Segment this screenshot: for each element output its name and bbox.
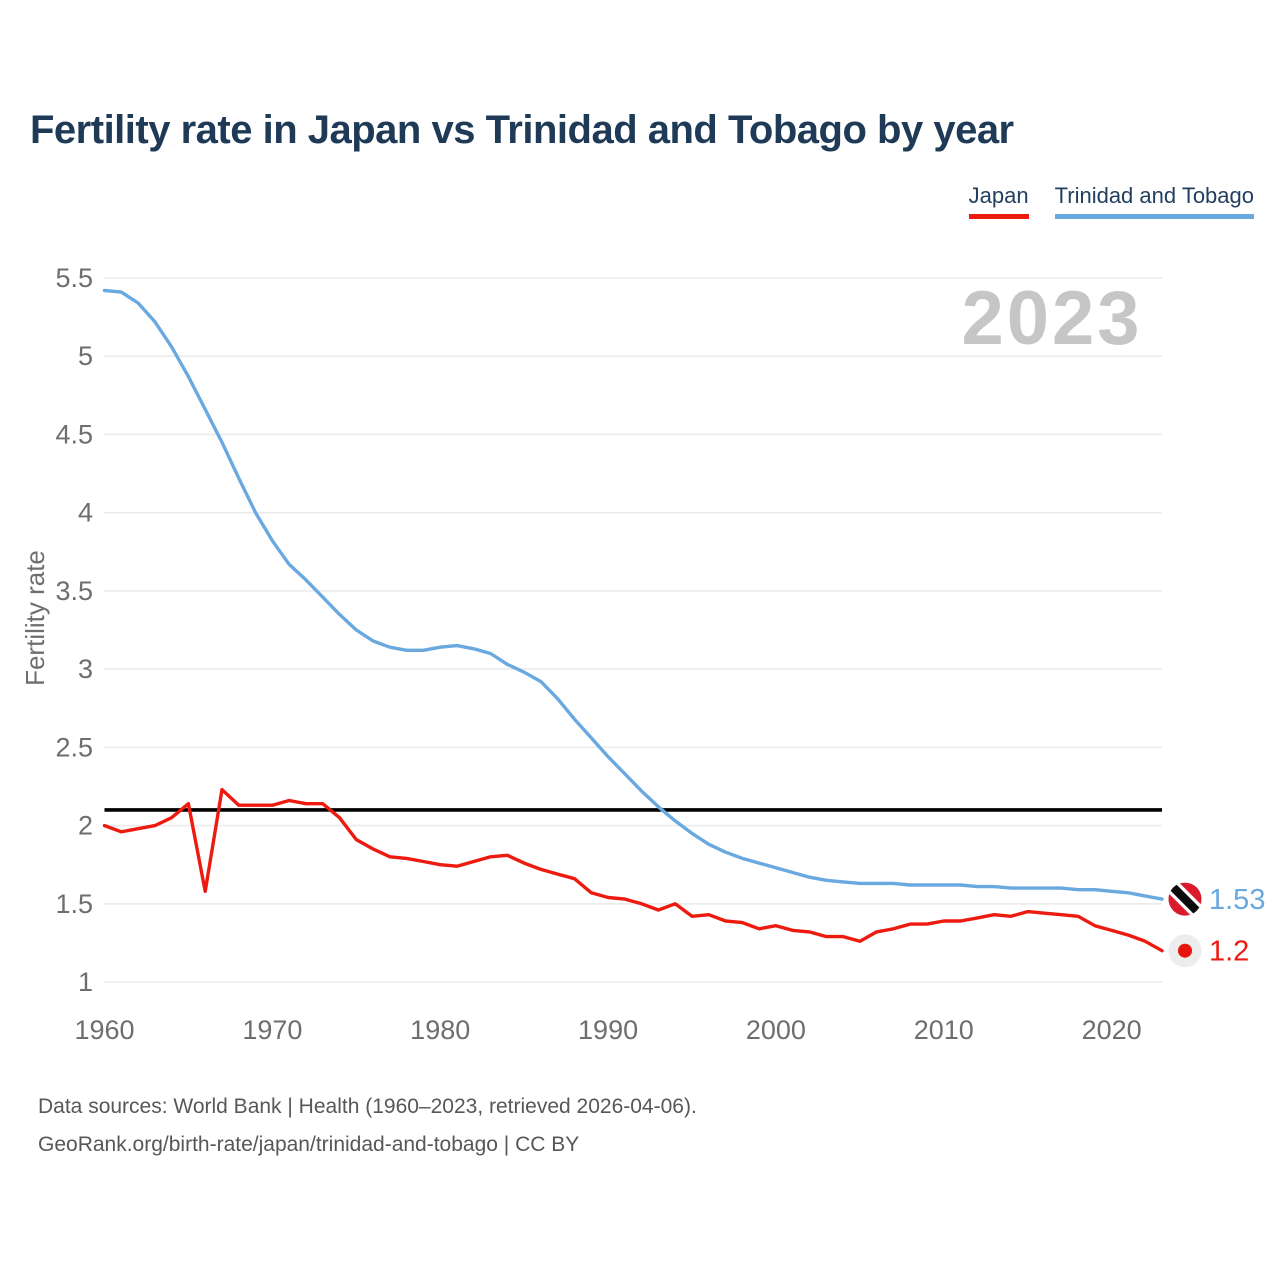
y-tick-label: 5.5 [55, 263, 93, 293]
y-tick-label: 4 [78, 498, 93, 528]
attribution-text: GeoRank.org/birth-rate/japan/trinidad-an… [38, 1133, 580, 1156]
japan-flag-icon [1168, 934, 1202, 968]
trinidad-and-tobago-flag-icon [1168, 882, 1202, 916]
x-tick-label: 1960 [74, 1015, 134, 1045]
japan-line[interactable] [102, 787, 1164, 953]
x-tick-label: 2020 [1082, 1015, 1142, 1045]
x-tick-label: 2010 [914, 1015, 974, 1045]
y-tick-label: 3.5 [55, 576, 93, 606]
watermark-year: 2023 [961, 276, 1142, 361]
x-tick-label: 1990 [578, 1015, 638, 1045]
trinidad-and-tobago-line[interactable] [102, 288, 1164, 901]
y-tick-label: 2 [78, 811, 93, 841]
legend-item-japan[interactable]: Japan [968, 183, 1029, 219]
y-tick-label: 1 [78, 967, 93, 997]
x-tick-label: 2000 [746, 1015, 806, 1045]
x-tick-label: 1980 [410, 1015, 470, 1045]
japan-value-label: 1.2 [1209, 936, 1249, 968]
y-axis-title: Fertility rate [20, 550, 50, 686]
chart-footer: Data sources: World Bank | Health (1960–… [38, 1088, 697, 1164]
y-tick-label: 2.5 [55, 732, 93, 762]
y-tick-label: 1.5 [55, 889, 93, 919]
x-tick-label: 1970 [242, 1015, 302, 1045]
data-source-text: Data sources: World Bank | Health (1960–… [38, 1095, 697, 1118]
y-tick-label: 5 [78, 341, 93, 371]
chart-legend: Japan Trinidad and Tobago [968, 183, 1254, 219]
legend-item-trinidad-and-tobago[interactable]: Trinidad and Tobago [1054, 183, 1254, 219]
trinidad-and-tobago-value-label: 1.53 [1209, 884, 1265, 916]
chart-title: Fertility rate in Japan vs Trinidad and … [30, 108, 1014, 152]
y-tick-label: 3 [78, 654, 93, 684]
y-tick-label: 4.5 [55, 419, 93, 449]
